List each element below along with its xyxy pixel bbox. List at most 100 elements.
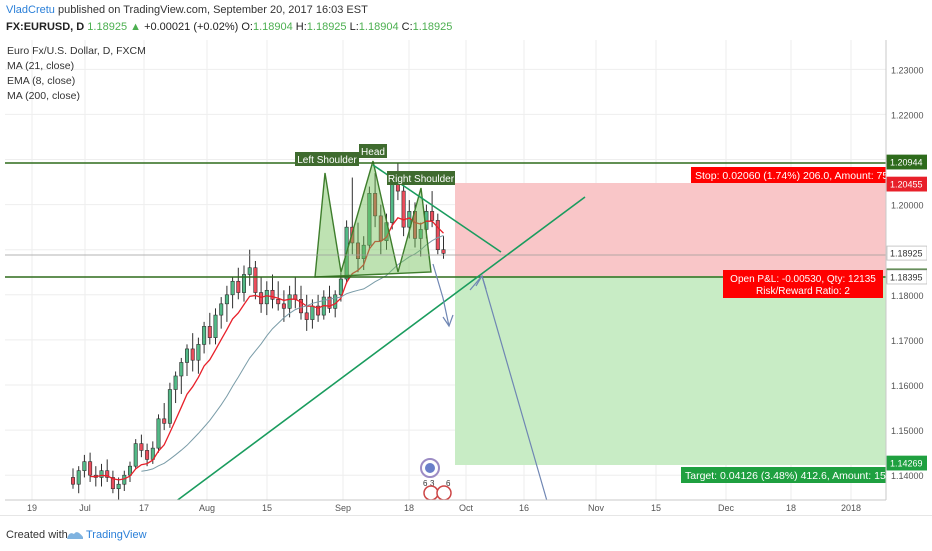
event-badge-inner-icon (425, 463, 435, 473)
legend: Euro Fx/U.S. Dollar, D, FXCM MA (21, clo… (7, 45, 146, 102)
candle-body (71, 477, 76, 485)
svg-text:Right Shoulder: Right Shoulder (388, 174, 455, 185)
stop-zone (455, 183, 886, 276)
uptrend-line (174, 196, 586, 503)
candle-body (185, 348, 190, 363)
candle-body (253, 267, 258, 293)
pnl-label: Open P&L: -0.00530, Qty: 12135 Risk/Rewa… (723, 270, 883, 298)
svg-text:Risk/Reward Ratio: 2: Risk/Reward Ratio: 2 (756, 286, 850, 297)
open-value: 1.18904 (252, 21, 293, 33)
candle-body (213, 314, 218, 338)
candle-body (219, 303, 224, 316)
y-tick-label: 1.17000 (891, 336, 924, 346)
y-tick-label: 1.16000 (891, 381, 924, 391)
candle-body (133, 443, 138, 467)
candle-body (236, 280, 241, 293)
candle-body (173, 375, 178, 390)
time-axis[interactable] (5, 500, 886, 515)
candle-body (259, 292, 264, 305)
stop-label: Stop: 0.02060 (1.74%) 206.0, Amount: 750 (691, 167, 894, 183)
candle-body (276, 299, 281, 305)
x-tick-label: 18 (786, 503, 796, 513)
candle-body (441, 249, 446, 254)
symbol-label[interactable]: FX:EURUSD, D (6, 21, 85, 33)
candle-body (247, 267, 252, 275)
price-label-text: 1.18395 (890, 272, 923, 282)
price-label-text: 1.20944 (890, 158, 923, 168)
x-tick-label: Oct (459, 503, 474, 513)
publish-info: VladCretu published on TradingView.com, … (6, 4, 368, 16)
svg-text:6: 6 (446, 479, 451, 488)
arrowhead-small-icon (442, 314, 454, 328)
author-link[interactable]: VladCretu (6, 4, 55, 16)
high-value: 1.18925 (306, 21, 347, 33)
svg-text:Target: 0.04126 (3.48%) 412.6,: Target: 0.04126 (3.48%) 412.6, Amount: 1… (685, 470, 892, 482)
tradingview-logo-icon (67, 532, 83, 539)
svg-text:6: 6 (423, 479, 428, 488)
price-chart[interactable]: Left Shoulder Head Right Shoulder Stop: … (5, 40, 928, 515)
candle-body (304, 312, 309, 320)
x-tick-label: 2018 (841, 503, 861, 513)
footer: Created with TradingView (0, 515, 932, 551)
x-tick-label: Sep (335, 503, 351, 513)
last-price: 1.18925 (87, 21, 128, 33)
svg-text:Left Shoulder: Left Shoulder (297, 155, 357, 166)
candle-body (310, 305, 315, 320)
tradingview-brand-link[interactable]: TradingView (86, 529, 147, 541)
candle-body (105, 470, 110, 478)
legend-ma21: MA (21, close) (7, 60, 74, 72)
chart-header: VladCretu published on TradingView.com, … (0, 0, 932, 40)
candle-body (361, 244, 366, 260)
candle-body (202, 326, 207, 345)
candle-body (270, 289, 275, 300)
open-label: O: (241, 21, 253, 33)
high-label: H: (295, 21, 307, 33)
target-zone (455, 276, 886, 465)
candle-body (333, 294, 338, 309)
candle-body (298, 299, 303, 314)
candle-body (230, 280, 235, 296)
candle-body (224, 294, 229, 305)
candle-body (327, 296, 332, 309)
x-tick-label: 16 (519, 503, 529, 513)
candle-body (287, 294, 292, 309)
candle-body (156, 418, 161, 449)
candle-body (418, 229, 423, 239)
x-tick-label: Nov (588, 503, 605, 513)
ohlc-line: FX:EURUSD, D 1.18925 ▲ +0.00021 (+0.02%)… (6, 21, 452, 33)
label-head: Head (359, 144, 387, 158)
candle-body (162, 418, 167, 424)
chart-area[interactable]: Left Shoulder Head Right Shoulder Stop: … (5, 40, 928, 515)
candle-body (76, 470, 81, 485)
low-value: 1.18904 (358, 21, 399, 33)
legend-ma200: MA (200, close) (7, 90, 80, 102)
candle-body (242, 274, 247, 293)
y-tick-label: 1.23000 (891, 65, 924, 75)
low-label: L: (349, 21, 359, 33)
x-tick-label: 19 (27, 503, 37, 513)
label-left-shoulder: Left Shoulder (295, 152, 359, 166)
close-label: C: (401, 21, 413, 33)
candle-body (367, 193, 372, 246)
candle-body (116, 483, 121, 490)
head-shoulders-pattern (314, 160, 432, 278)
label-right-shoulder: Right Shoulder (387, 171, 455, 185)
candle-body (355, 242, 360, 260)
x-tick-label: 18 (404, 503, 414, 513)
y-tick-label: 1.20000 (891, 201, 924, 211)
event-badges[interactable]: 6 3 6 (420, 458, 452, 501)
candle-body (99, 470, 104, 478)
svg-text:Stop: 0.02060 (1.74%) 206.0, A: Stop: 0.02060 (1.74%) 206.0, Amount: 750 (695, 170, 894, 182)
candle-body (390, 184, 395, 223)
x-tick-label: 15 (651, 503, 661, 513)
price-labels: 1.209441.204551.189251.184181.183951.142… (886, 154, 928, 471)
candle-body (373, 193, 378, 217)
candle-body (435, 220, 440, 251)
y-tick-label: 1.14000 (891, 471, 924, 481)
candle-body (264, 289, 269, 305)
candle-body (139, 443, 144, 451)
candle-body (338, 278, 343, 296)
candle-body (430, 211, 435, 221)
svg-text:3: 3 (430, 479, 435, 488)
projection-arrow-small (432, 263, 450, 327)
